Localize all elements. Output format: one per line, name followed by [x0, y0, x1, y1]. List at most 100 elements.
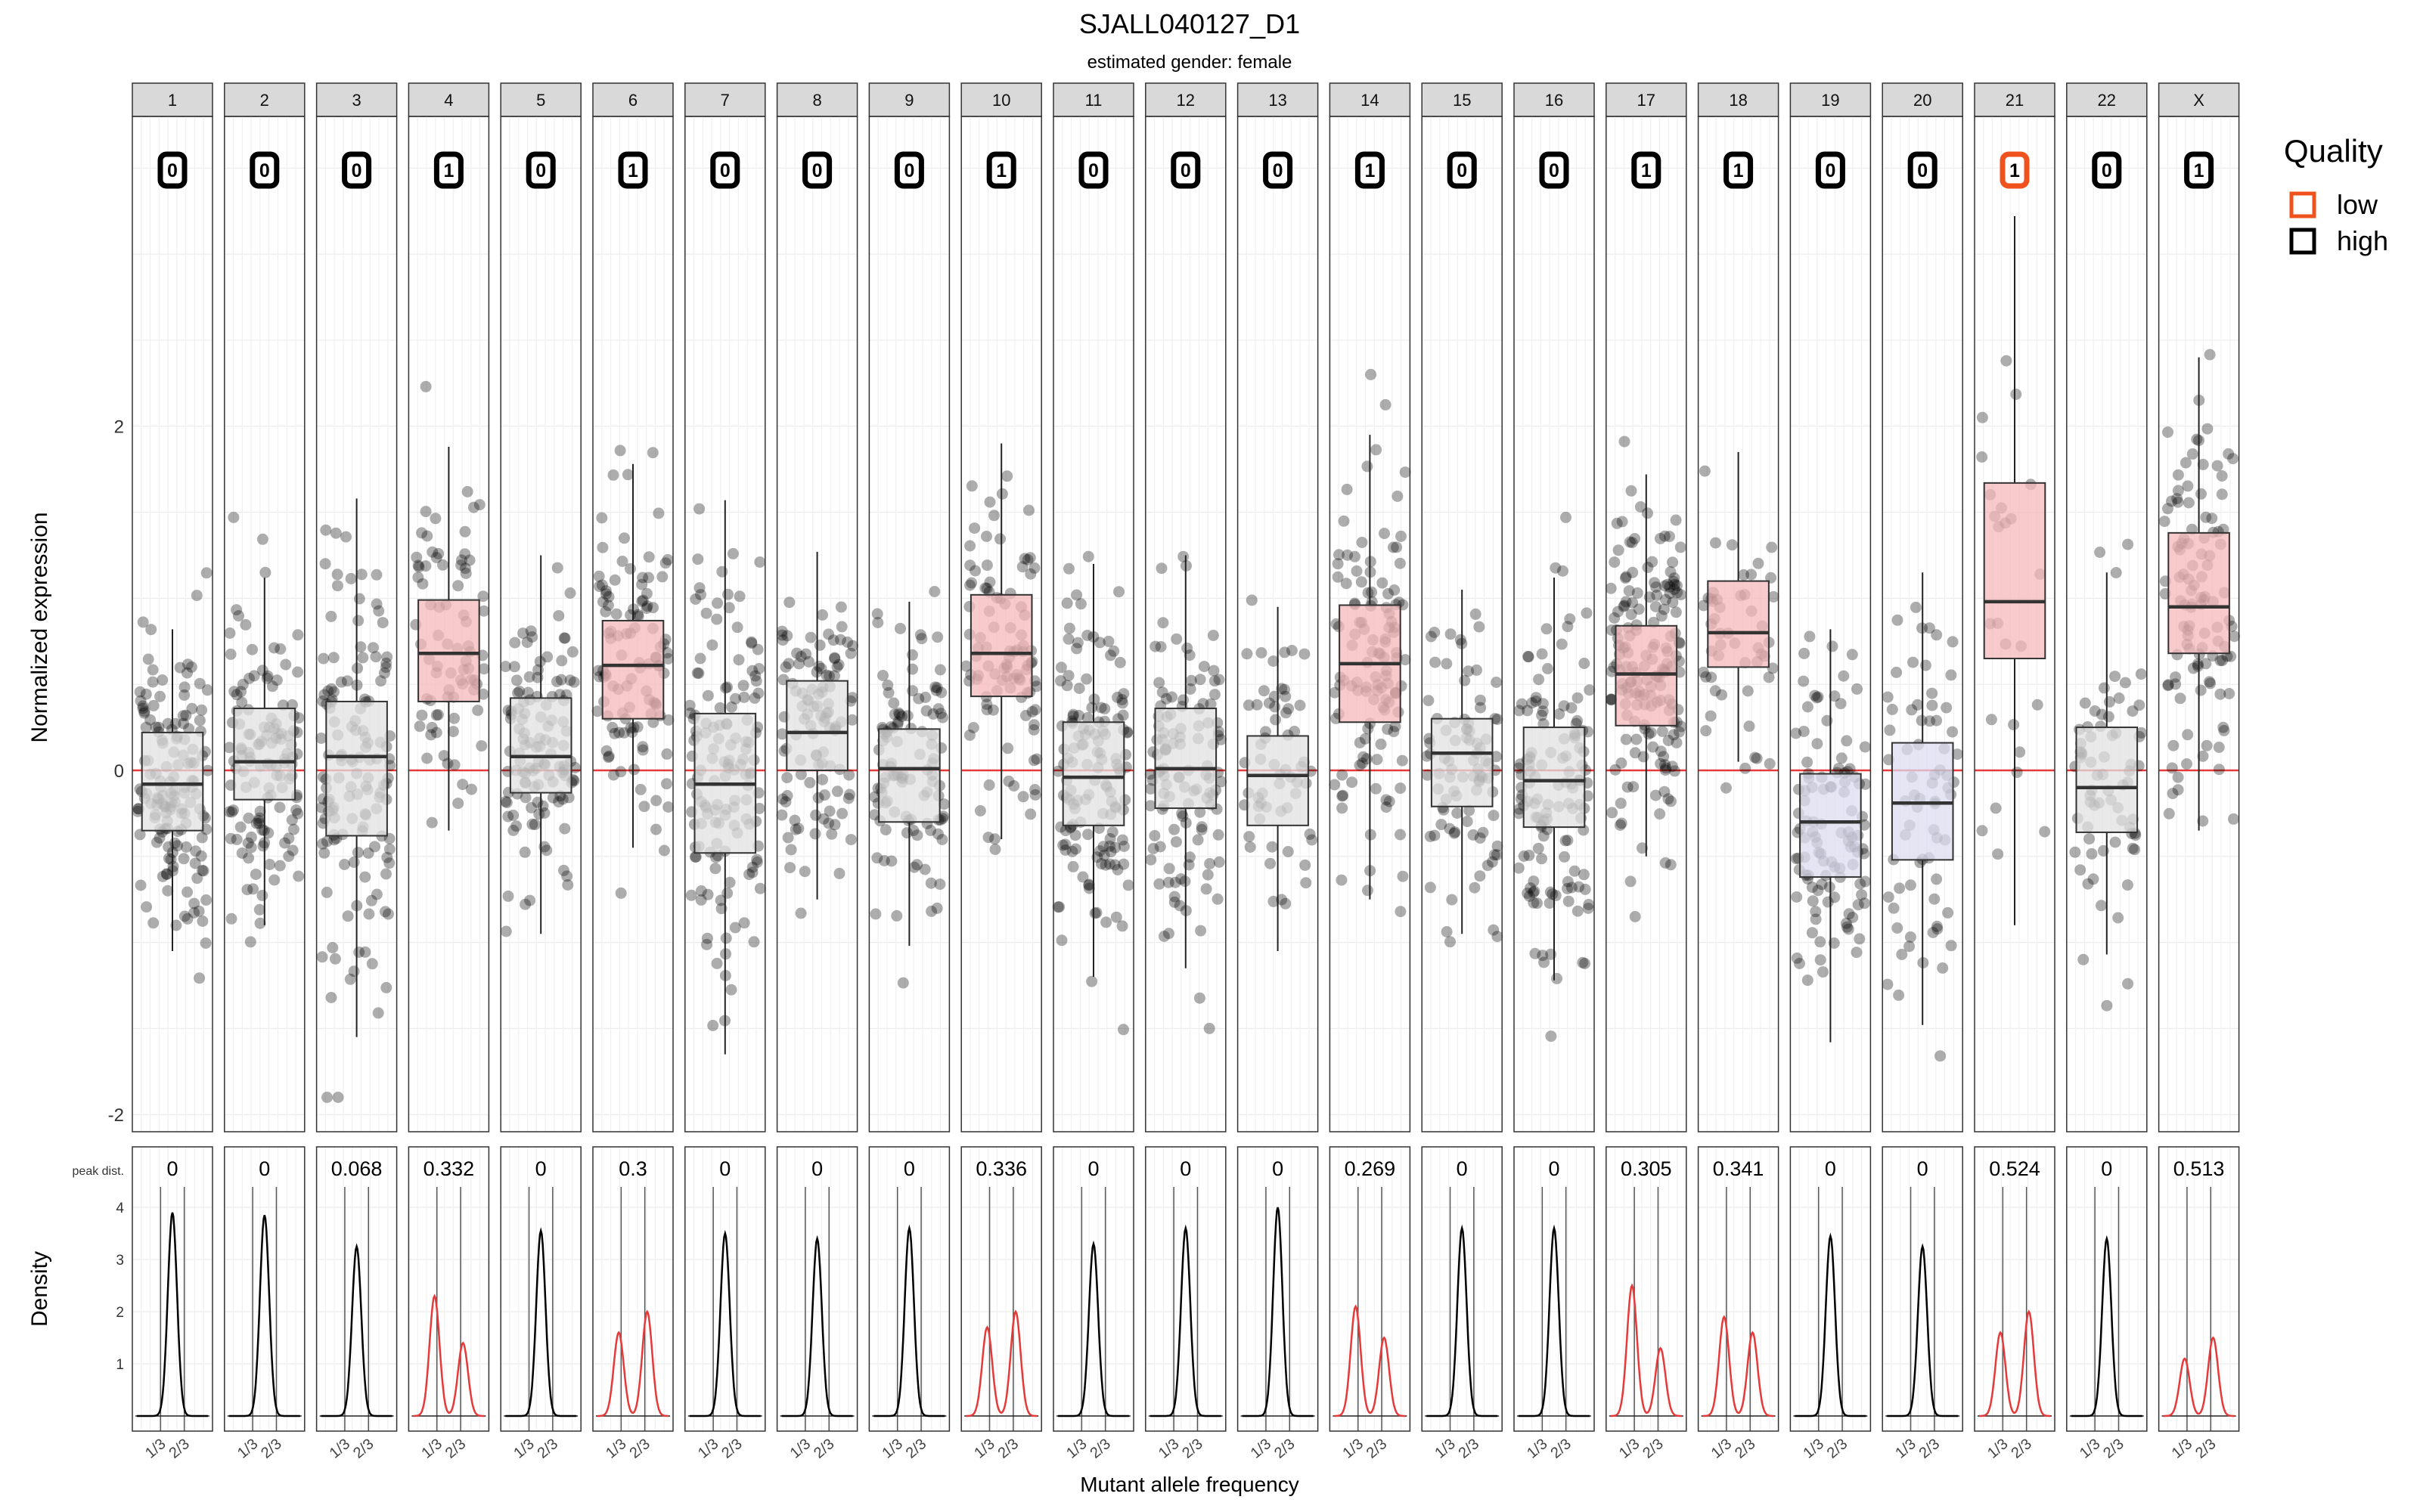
expression-point [782, 832, 794, 844]
call-badge-label: 0 [1181, 160, 1191, 181]
expression-point [182, 912, 194, 925]
expression-point [610, 608, 622, 620]
call-badge-label: 1 [1641, 160, 1652, 181]
expression-point [888, 697, 900, 709]
expression-point [161, 868, 173, 880]
expression-point [1469, 881, 1481, 894]
expression-point [1203, 1022, 1215, 1034]
expression-point [1528, 875, 1540, 888]
expression-point [780, 796, 792, 808]
expression-point [653, 507, 665, 519]
expression-point [1444, 823, 1456, 835]
expression-point [235, 686, 247, 698]
expression-point [1611, 517, 1623, 529]
expression-point [2113, 692, 2125, 704]
expression-point [335, 676, 347, 688]
panel-border [1974, 1146, 2055, 1432]
expression-point [1627, 781, 1640, 793]
expression-point [2166, 495, 2177, 507]
expression-point [746, 637, 758, 649]
panel-border [960, 1146, 1042, 1432]
facet-label: 2 [260, 91, 269, 110]
expression-point [1244, 841, 1256, 853]
box [141, 731, 204, 832]
expression-point [2110, 567, 2122, 578]
expression-point [1565, 702, 1578, 714]
expression-point [145, 624, 157, 636]
expression-point [897, 977, 909, 989]
expression-point [1491, 677, 1503, 688]
expression-point [1658, 785, 1671, 798]
expression-point [812, 792, 824, 804]
expression-point [1388, 726, 1400, 738]
expression-point [2122, 538, 2134, 550]
expression-point [1884, 724, 1896, 736]
expression-point [1193, 992, 1205, 1004]
call-badge [342, 151, 372, 189]
expression-point [1195, 925, 1207, 937]
expression-point [1376, 577, 1388, 589]
expression-point [520, 898, 532, 910]
expression-point [2204, 676, 2216, 688]
peak-distance-value: 0.332 [424, 1157, 475, 1180]
density-curve [1795, 1232, 1866, 1418]
expression-point [380, 981, 392, 993]
expression-point [359, 946, 371, 958]
expression-point [1947, 636, 1959, 648]
expression-point [371, 888, 383, 900]
expression-point [970, 565, 982, 577]
expression-point [1553, 708, 1565, 720]
expression-point [271, 674, 283, 686]
expression-point [2077, 953, 2090, 965]
expression-point [712, 597, 724, 609]
expression-point [426, 721, 438, 733]
expression-point [828, 670, 840, 682]
facet-strip [1789, 82, 1872, 117]
expression-point [532, 796, 544, 808]
expression-point [776, 728, 788, 740]
expression-point [2121, 879, 2133, 891]
expression-point [1738, 569, 1750, 581]
expression-point [930, 684, 942, 696]
expression-point [1570, 717, 1582, 730]
expression-point [1008, 780, 1020, 792]
expression-point [329, 953, 341, 965]
expression-point [1105, 846, 1117, 858]
expression-point [987, 704, 999, 716]
density-curve [1887, 1243, 1959, 1418]
facet-label: 4 [444, 91, 453, 110]
expression-point [1194, 674, 1206, 686]
expression-point [637, 744, 649, 756]
expression-point [1976, 825, 1988, 837]
expression-point [1578, 658, 1590, 669]
expression-point [2204, 349, 2216, 361]
expression-point [1196, 823, 1208, 835]
expression-point [1435, 819, 1447, 831]
expression-point [963, 729, 976, 741]
expression-point [557, 793, 569, 805]
call-badge [526, 151, 556, 189]
expression-point [725, 984, 737, 996]
expression-point [339, 859, 350, 870]
panel-border [500, 116, 582, 1132]
expression-point [1581, 607, 1593, 619]
expression-point [1903, 940, 1916, 953]
expression-point [720, 932, 732, 944]
density-curve [873, 1224, 945, 1418]
expression-point [413, 561, 425, 573]
expression-point [1565, 881, 1578, 894]
expression-point [1842, 923, 1854, 935]
expression-point [781, 630, 793, 642]
expression-point [1619, 572, 1631, 584]
expression-point [430, 727, 442, 739]
expression-point [1491, 849, 1503, 861]
expression-point [845, 834, 857, 846]
expression-point [185, 661, 197, 673]
panel-border [776, 116, 858, 1132]
expression-point [1512, 862, 1525, 874]
expression-point [1612, 544, 1624, 556]
call-badge [894, 151, 924, 189]
panel-border [868, 116, 951, 1132]
